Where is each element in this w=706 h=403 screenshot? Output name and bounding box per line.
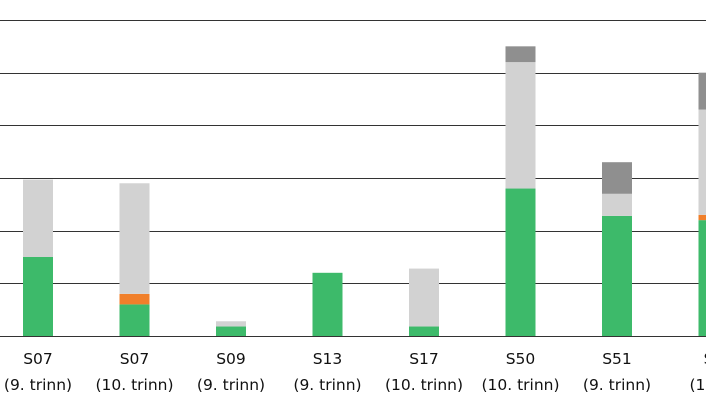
category-label-5-grade: (10. trinn) bbox=[481, 376, 559, 394]
category-label-3-code: S13 bbox=[313, 350, 343, 368]
bar-segment-2-2 bbox=[216, 321, 246, 327]
category-label-5-code: S50 bbox=[506, 350, 536, 368]
bar-segment-2-0 bbox=[216, 326, 246, 336]
category-label-3-grade: (9. trinn) bbox=[293, 376, 361, 394]
bar-segment-5-2 bbox=[505, 62, 536, 189]
bar-segment-7-2 bbox=[698, 109, 706, 215]
category-label-1-code: S07 bbox=[120, 350, 150, 368]
category-label-1-grade: (10. trinn) bbox=[95, 376, 173, 394]
bar-segment-4-2 bbox=[409, 268, 439, 327]
category-labels: S07 (9. trinn) S07 (10. trinn) S09 (9. trinn)… bbox=[4, 350, 706, 394]
gridlines bbox=[0, 20, 706, 337]
bar-segment-6-0 bbox=[602, 215, 632, 336]
bar-segment-1-2 bbox=[119, 183, 150, 294]
category-label-7-grade: (10. tr bbox=[689, 376, 706, 394]
category-label-6-code: S51 bbox=[602, 350, 632, 368]
bar-segment-6-3 bbox=[602, 162, 632, 194]
bar-segment-4-0 bbox=[409, 326, 439, 336]
bar-segment-5-3 bbox=[505, 46, 536, 63]
bar-segment-5-0 bbox=[505, 188, 536, 336]
bar-segment-1-0 bbox=[119, 304, 150, 336]
category-label-7-code: S5 bbox=[704, 350, 706, 368]
category-label-2-grade: (9. trinn) bbox=[197, 376, 265, 394]
bar-segment-7-0 bbox=[698, 220, 706, 336]
category-label-0-code: S07 bbox=[23, 350, 53, 368]
bar-segment-1-1 bbox=[119, 293, 150, 305]
category-label-4-grade: (10. trinn) bbox=[385, 376, 463, 394]
bar-segment-3-0 bbox=[312, 272, 343, 336]
bar-segment-6-2 bbox=[602, 193, 632, 216]
category-label-0-grade: (9. trinn) bbox=[4, 376, 72, 394]
bar-segment-7-3 bbox=[698, 72, 706, 110]
category-label-2-code: S09 bbox=[216, 350, 246, 368]
category-label-4-code: S17 bbox=[409, 350, 439, 368]
bars bbox=[23, 46, 706, 336]
category-label-6-grade: (9. trinn) bbox=[583, 376, 651, 394]
bar-segment-7-1 bbox=[698, 214, 706, 221]
bar-segment-0-2 bbox=[23, 179, 53, 257]
bar-segment-0-0 bbox=[23, 257, 53, 336]
